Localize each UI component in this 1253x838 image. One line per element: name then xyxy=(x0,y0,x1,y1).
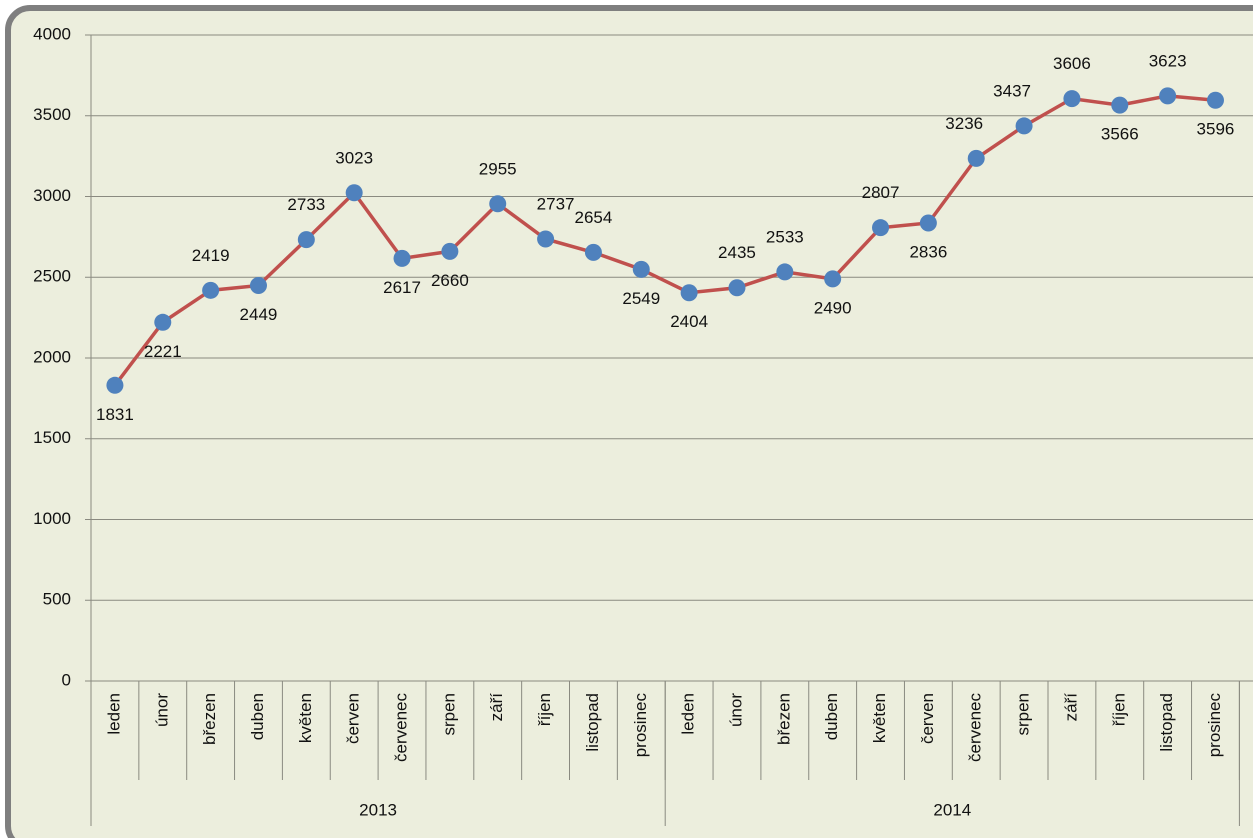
data-point xyxy=(1206,91,1224,109)
x-tick-label: červen xyxy=(918,693,937,744)
data-label: 2733 xyxy=(287,195,325,214)
data-label: 3566 xyxy=(1101,125,1139,144)
data-label: 3437 xyxy=(993,81,1031,100)
data-point xyxy=(872,219,890,237)
data-point xyxy=(441,242,459,260)
x-tick-label: únor xyxy=(152,693,171,727)
data-label: 2617 xyxy=(383,278,421,297)
x-tick-label: září xyxy=(487,693,506,722)
x-tick-label: srpen xyxy=(439,693,458,736)
x-tick-label: červenec xyxy=(966,693,985,762)
x-tick-label: říjen xyxy=(535,693,554,726)
data-point xyxy=(106,376,124,394)
y-tick-label: 1000 xyxy=(33,509,71,528)
data-point xyxy=(154,313,172,331)
data-label: 2490 xyxy=(814,298,852,317)
y-tick-label: 2000 xyxy=(33,347,71,366)
data-point xyxy=(1063,90,1081,108)
data-point xyxy=(919,214,937,232)
x-tick-label: leden xyxy=(104,693,123,735)
data-point xyxy=(584,243,602,261)
data-point xyxy=(967,149,985,167)
y-tick-label: 3000 xyxy=(33,186,71,205)
x-tick-label: květen xyxy=(870,693,889,743)
data-label: 2737 xyxy=(537,194,575,213)
x-tick-label: březen xyxy=(774,693,793,745)
data-label: 2836 xyxy=(909,242,947,261)
x-tick-label: prosinec xyxy=(631,693,650,758)
data-point xyxy=(632,260,650,278)
x-tick-label: listopad xyxy=(583,693,602,752)
data-point xyxy=(728,279,746,297)
data-point xyxy=(1111,96,1129,114)
data-label: 2807 xyxy=(862,183,900,202)
x-tick-label: březen xyxy=(200,693,219,745)
data-line xyxy=(113,94,1216,387)
chart-frame xyxy=(5,5,1253,838)
data-label: 3596 xyxy=(1197,120,1235,139)
data-label: 2435 xyxy=(718,243,756,262)
x-tick-label: září xyxy=(1061,693,1080,722)
x-tick-label: červenec xyxy=(392,693,411,762)
data-point xyxy=(1015,117,1033,135)
y-tick-label: 2500 xyxy=(33,267,71,286)
group-label: 2013 xyxy=(359,800,397,819)
x-tick-label: květen xyxy=(296,693,315,743)
y-tick-label: 0 xyxy=(62,670,71,689)
data-label: 3606 xyxy=(1053,54,1091,73)
x-tick-label: leden xyxy=(679,693,698,735)
x-tick-label: prosinec xyxy=(1205,693,1224,758)
data-point xyxy=(393,249,411,267)
data-label: 2660 xyxy=(431,271,469,290)
data-label: 3023 xyxy=(335,148,373,167)
y-tick-label: 500 xyxy=(43,590,71,609)
data-point xyxy=(345,184,363,202)
data-point xyxy=(537,230,555,248)
data-point xyxy=(202,281,220,299)
data-label: 2221 xyxy=(144,342,182,361)
data-label: 2404 xyxy=(670,312,708,331)
data-point xyxy=(297,231,315,249)
y-tick-label: 1500 xyxy=(33,428,71,447)
data-point xyxy=(1159,87,1177,105)
data-label: 2533 xyxy=(766,227,804,246)
x-tick-label: únor xyxy=(726,693,745,727)
data-label: 3236 xyxy=(945,114,983,133)
x-tick-label: duben xyxy=(248,693,267,740)
data-label: 2549 xyxy=(622,289,660,308)
data-label: 2449 xyxy=(240,305,278,324)
x-tick-label: srpen xyxy=(1014,693,1033,736)
x-tick-label: listopad xyxy=(1157,693,1176,752)
x-tick-label: říjen xyxy=(1109,693,1128,726)
group-label: 2014 xyxy=(933,800,971,819)
data-label: 2955 xyxy=(479,159,517,178)
data-label: 2654 xyxy=(575,208,613,227)
y-tick-label: 4000 xyxy=(33,24,71,43)
x-tick-label: duben xyxy=(822,693,841,740)
data-point xyxy=(824,270,842,288)
data-point xyxy=(249,276,267,294)
data-label: 3623 xyxy=(1149,51,1187,70)
data-label: 2419 xyxy=(192,246,230,265)
y-tick-label: 3500 xyxy=(33,105,71,124)
data-label: 1831 xyxy=(96,405,134,424)
x-tick-label: červen xyxy=(344,693,363,744)
data-point xyxy=(776,263,794,281)
data-point xyxy=(680,284,698,302)
data-point xyxy=(489,195,507,213)
